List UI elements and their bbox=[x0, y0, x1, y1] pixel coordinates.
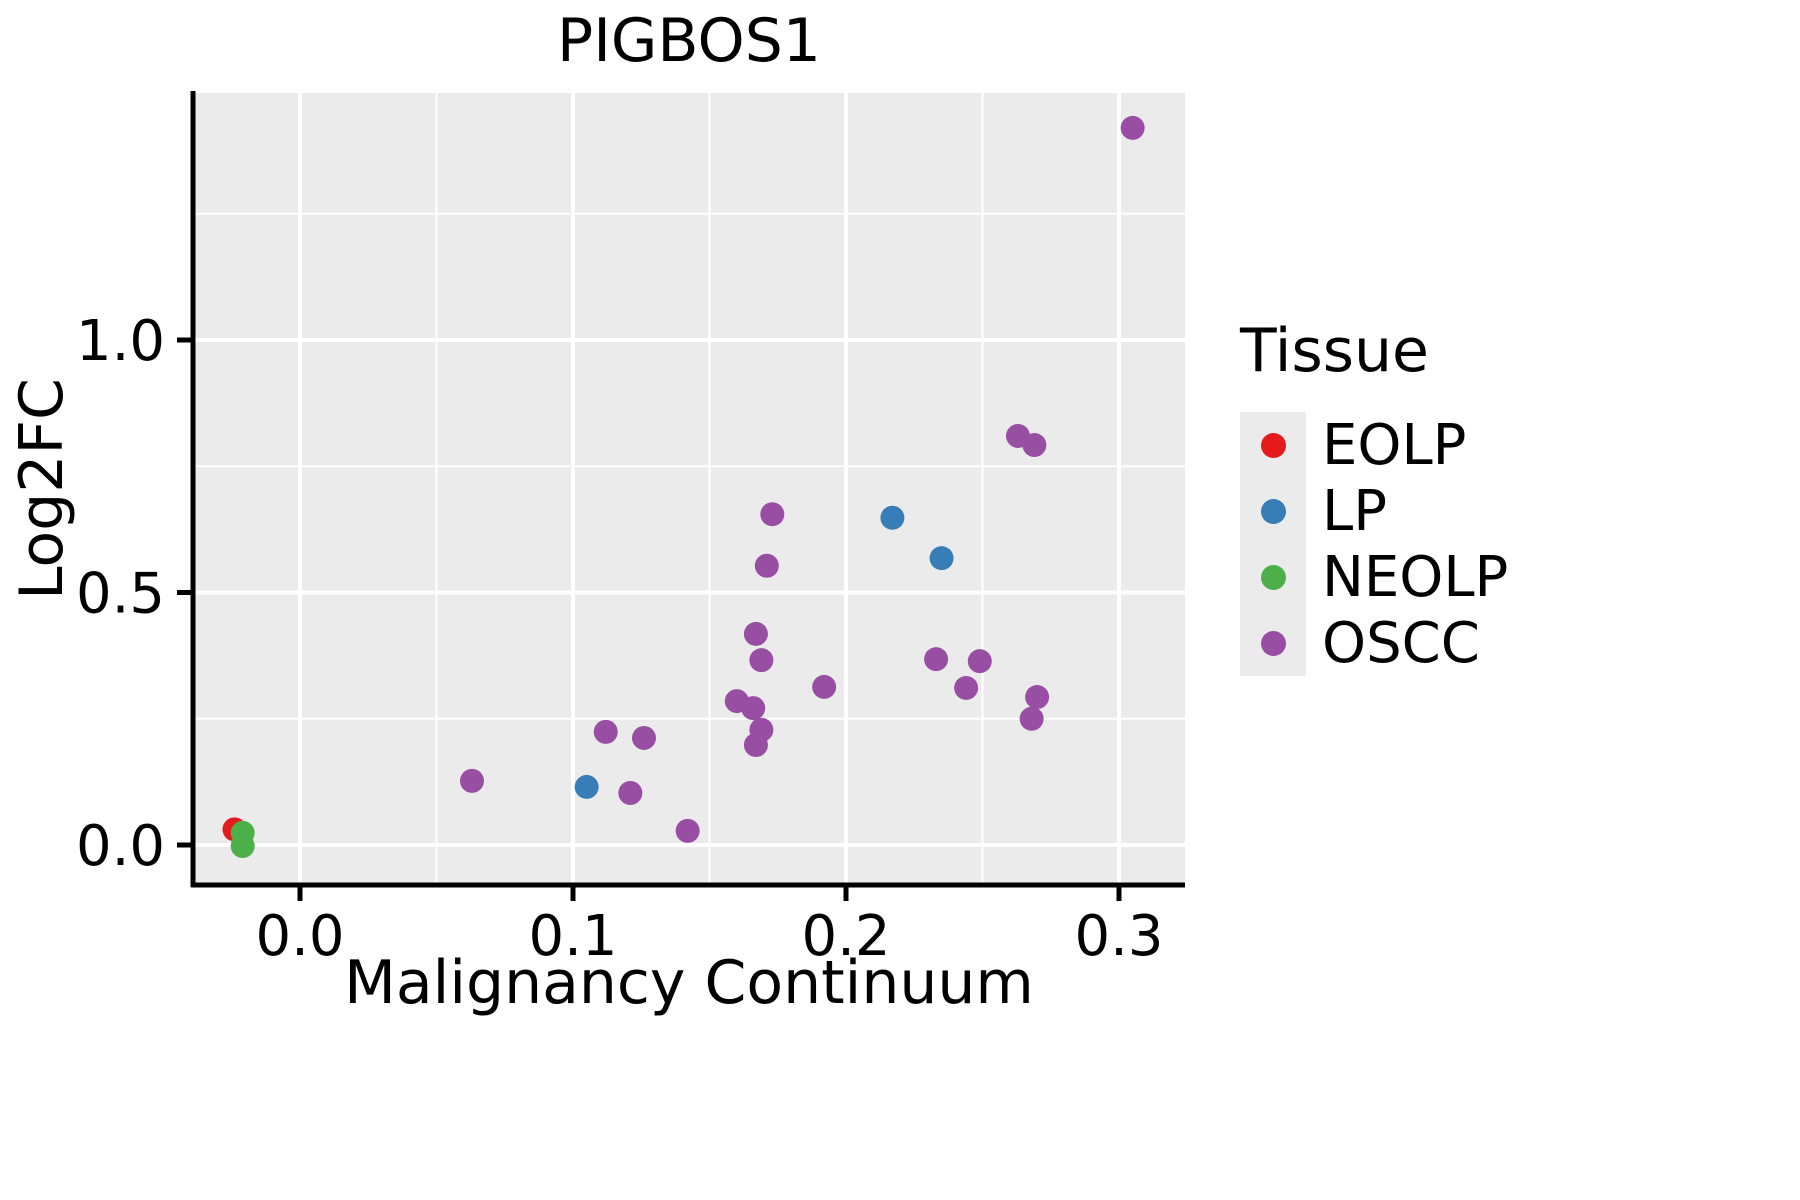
legend-item-eolp: EOLP bbox=[1240, 412, 1508, 478]
data-point-oscc bbox=[1120, 115, 1145, 140]
y-tick-label: 0.5 bbox=[76, 562, 165, 627]
legend-dot-icon bbox=[1260, 630, 1286, 656]
plot-panel bbox=[193, 93, 1185, 885]
data-point-oscc bbox=[760, 502, 785, 527]
legend-label: NEOLP bbox=[1322, 544, 1509, 610]
data-point-lp bbox=[929, 546, 954, 571]
data-point-oscc bbox=[1025, 685, 1050, 710]
legend-title: Tissue bbox=[1240, 316, 1429, 386]
data-point-oscc bbox=[1022, 433, 1047, 458]
legend: Tissue EOLP LP NEOLP OSCC bbox=[1240, 316, 1508, 676]
data-point-oscc bbox=[459, 768, 484, 793]
data-point-oscc bbox=[743, 621, 768, 646]
data-point-oscc bbox=[593, 719, 618, 744]
data-point-oscc bbox=[743, 733, 768, 758]
data-point-neolp bbox=[230, 834, 255, 859]
data-point-oscc bbox=[618, 780, 643, 805]
data-point-oscc bbox=[812, 674, 837, 699]
chart-title: PIGBOS1 bbox=[557, 6, 821, 76]
legend-item-neolp: NEOLP bbox=[1240, 544, 1508, 610]
legend-items: EOLP LP NEOLP OSCC bbox=[1240, 412, 1508, 676]
legend-dot-icon bbox=[1260, 564, 1286, 590]
x-tick-label: 0.2 bbox=[801, 904, 890, 969]
data-point-oscc bbox=[967, 649, 992, 674]
x-tick-label: 0.3 bbox=[1074, 904, 1163, 969]
data-point-oscc bbox=[631, 725, 656, 750]
data-point-oscc bbox=[675, 818, 700, 843]
legend-item-lp: LP bbox=[1240, 478, 1508, 544]
data-point-oscc bbox=[754, 553, 779, 578]
data-point-lp bbox=[574, 774, 599, 799]
data-point-oscc bbox=[924, 647, 949, 672]
data-point-oscc bbox=[1019, 706, 1044, 731]
legend-label: OSCC bbox=[1322, 610, 1480, 676]
legend-key bbox=[1240, 610, 1306, 676]
data-point-lp bbox=[880, 505, 905, 530]
legend-key bbox=[1240, 544, 1306, 610]
x-axis-label: Malignancy Continuum bbox=[344, 948, 1034, 1018]
data-point-oscc bbox=[749, 648, 774, 673]
legend-item-oscc: OSCC bbox=[1240, 610, 1508, 676]
data-point-oscc bbox=[741, 696, 766, 721]
legend-key bbox=[1240, 412, 1306, 478]
data-point-oscc bbox=[954, 675, 979, 700]
y-tick-label: 1.0 bbox=[76, 309, 165, 374]
x-tick-label: 0.0 bbox=[255, 904, 344, 969]
y-tick-label: 0.0 bbox=[76, 814, 165, 879]
legend-label: EOLP bbox=[1322, 412, 1467, 478]
legend-dot-icon bbox=[1260, 498, 1286, 524]
legend-label: LP bbox=[1322, 478, 1387, 544]
x-tick-label: 0.1 bbox=[528, 904, 617, 969]
legend-key bbox=[1240, 478, 1306, 544]
legend-dot-icon bbox=[1260, 432, 1286, 458]
